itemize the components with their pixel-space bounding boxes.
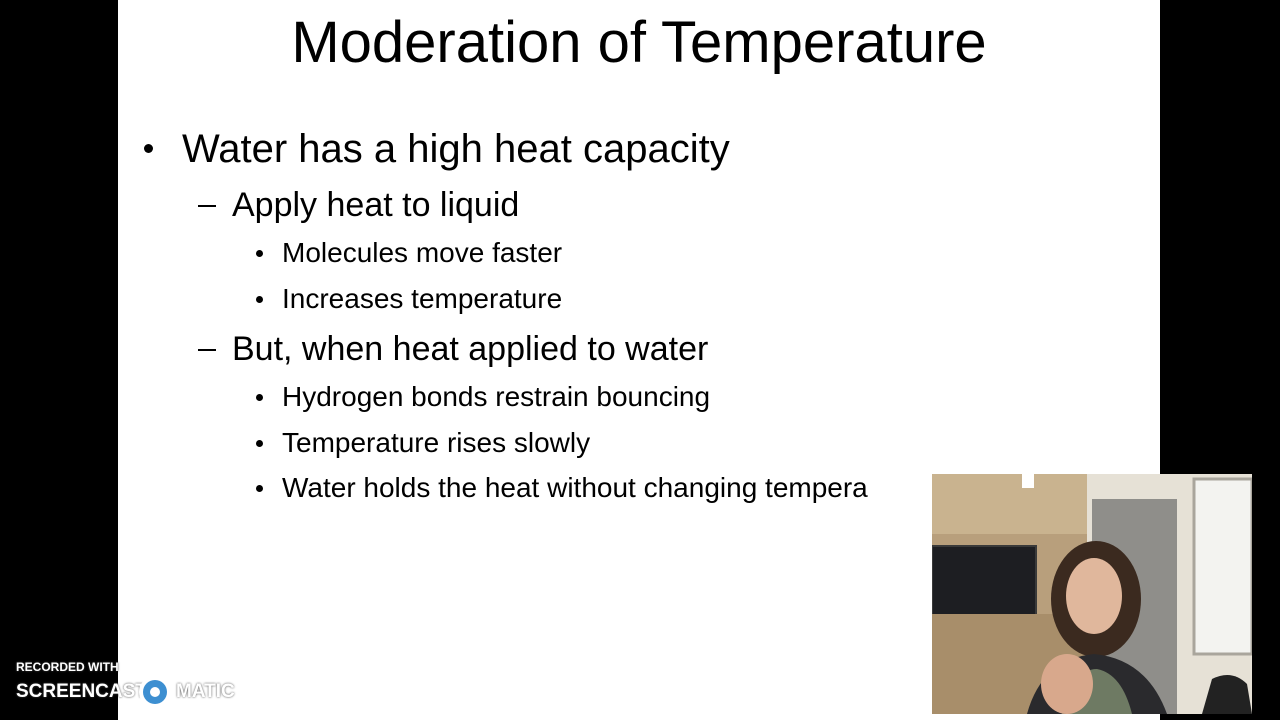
bullet (256, 440, 263, 447)
bullet-text: Water has a high heat capacity (182, 127, 730, 171)
watermark-brand: SCREENCAST (16, 681, 147, 702)
webcam-feed (932, 474, 1252, 714)
watermark-logo (139, 676, 171, 708)
slide-title: Moderation of Temperature (291, 10, 987, 75)
dash (198, 349, 216, 351)
dash (198, 205, 216, 207)
bullet-text: Apply heat to liquid (232, 186, 520, 224)
bullet-text: Hydrogen bonds restrain bouncing (282, 381, 711, 412)
bullet-text: Temperature rises slowly (282, 427, 591, 458)
bullet (144, 144, 153, 153)
bullet (256, 296, 263, 303)
bullet (256, 250, 263, 257)
slide: Moderation of Temperature Water has a hi… (118, 0, 1160, 720)
bullet-text: Increases temperature (282, 283, 563, 314)
watermark-caption: RECORDED WITH (16, 660, 119, 674)
bullet-text: But, when heat applied to water (232, 330, 709, 368)
watermark-brand: MATIC (176, 681, 235, 702)
bullet (256, 394, 263, 401)
bullet (256, 485, 263, 492)
bullet-text: Water holds the heat without changing te… (282, 472, 868, 503)
bullet-text: Molecules move faster (282, 237, 563, 268)
